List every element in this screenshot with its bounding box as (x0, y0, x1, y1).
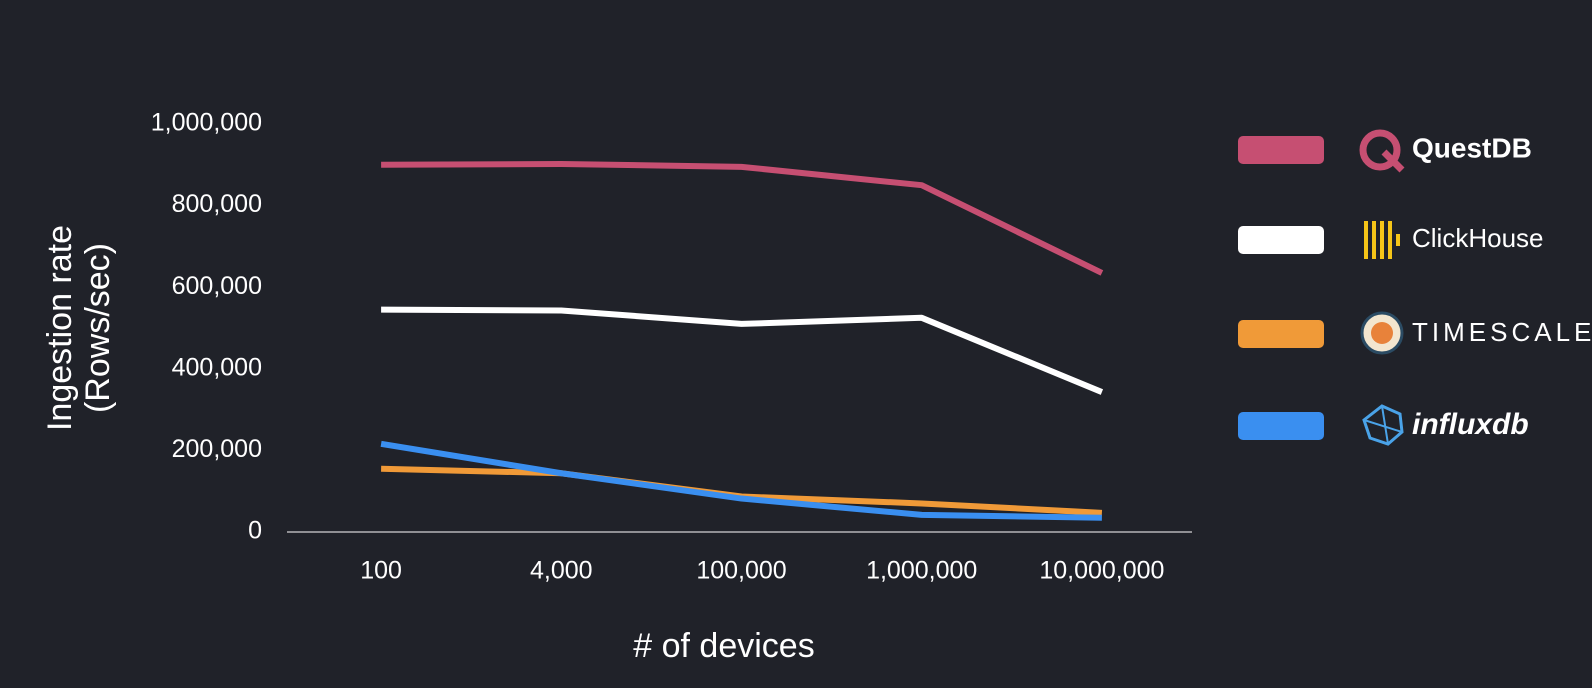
legend-label: ClickHouse (1412, 223, 1544, 253)
y-tick-label: 400,000 (172, 353, 262, 381)
legend-label: influxdb (1412, 408, 1529, 441)
y-tick-label: 0 (248, 517, 262, 545)
legend-swatch (1238, 226, 1324, 254)
timescale-logo (1360, 311, 1404, 355)
legend-swatch (1238, 320, 1324, 348)
series-line (380, 440, 1102, 521)
legend-swatch (1238, 412, 1324, 440)
y-axis-label-line: (Rows/sec) (79, 243, 117, 413)
x-tick-label: 4,000 (530, 557, 593, 585)
legend-label: TIMESCALE (1412, 317, 1592, 347)
y-tick-label: 200,000 (172, 435, 262, 463)
x-tick-label: 100,000 (696, 557, 786, 585)
series-line (381, 160, 1104, 276)
x-tick-label: 10,000,000 (1039, 557, 1164, 585)
clickhouse-logo (1364, 221, 1400, 259)
y-tick-label: 1,000,000 (151, 109, 262, 137)
legend-swatch (1238, 136, 1324, 164)
y-tick-label: 600,000 (172, 272, 262, 300)
x-tick-label: 100 (360, 557, 402, 585)
influxdb-logo (1362, 404, 1404, 446)
x-tick-label: 1,000,000 (866, 557, 977, 585)
legend-label: QuestDB (1412, 132, 1532, 163)
series-line (381, 306, 1104, 395)
y-tick-label: 800,000 (172, 190, 262, 218)
questdb-logo (1359, 129, 1405, 173)
x-axis-label: # of devices (633, 627, 814, 665)
y-axis-label: Ingestion rate (Rows/sec) (41, 225, 117, 431)
y-axis-label-line: Ingestion rate (41, 225, 79, 431)
